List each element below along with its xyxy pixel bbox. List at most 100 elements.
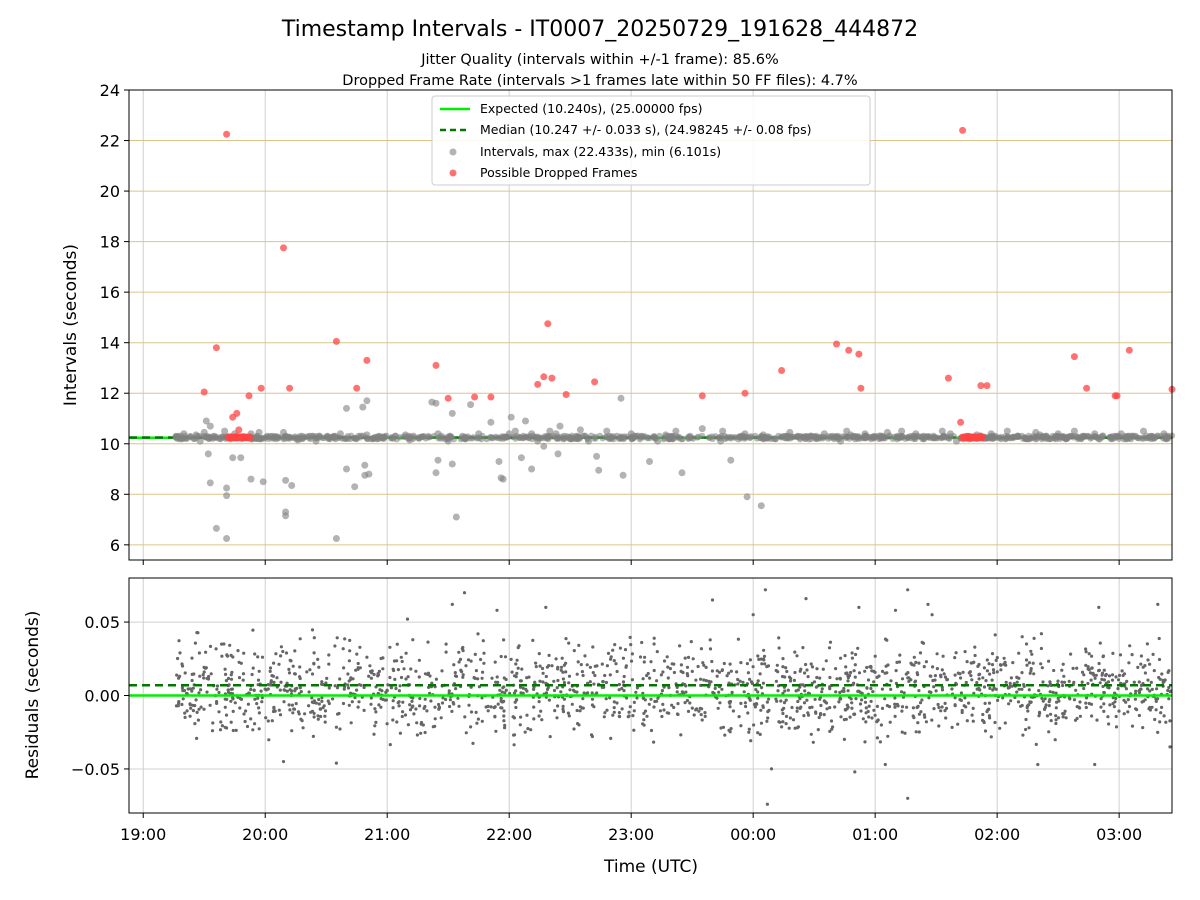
residual-point: [1108, 703, 1112, 707]
residual-point: [299, 690, 303, 694]
residual-point: [1046, 684, 1050, 688]
residual-point: [914, 660, 918, 665]
residual-point: [1027, 726, 1031, 730]
residual-point: [310, 628, 315, 632]
residual-point: [1133, 697, 1137, 701]
residual-point: [906, 796, 910, 800]
residual-point: [632, 728, 636, 732]
residual-point: [1139, 683, 1144, 688]
residual-point: [195, 736, 199, 741]
residual-point: [988, 716, 992, 720]
residual-point: [989, 735, 993, 739]
residual-point: [282, 688, 286, 692]
residual-point: [298, 676, 302, 681]
residual-point: [931, 665, 935, 669]
residual-point: [805, 698, 809, 702]
residual-point: [795, 654, 799, 658]
residual-point: [493, 705, 497, 709]
interval-point: [253, 435, 260, 442]
residual-point: [686, 674, 690, 678]
residual-point: [1110, 678, 1115, 682]
residual-point: [849, 697, 853, 701]
residual-point: [873, 713, 877, 717]
interval-point: [355, 432, 363, 440]
residual-point: [197, 691, 201, 695]
residual-point: [1118, 653, 1123, 657]
residual-point: [852, 669, 856, 673]
residual-point: [1139, 654, 1143, 658]
residual-point: [987, 707, 991, 711]
interval-point: [1079, 432, 1086, 440]
residual-point: [1061, 715, 1065, 719]
residual-point: [346, 686, 351, 690]
interval-point: [343, 404, 350, 412]
residual-point: [231, 709, 235, 714]
interval-point: [458, 432, 466, 440]
residual-point: [270, 719, 274, 723]
residual-point: [1140, 700, 1144, 704]
residual-point: [1084, 705, 1088, 710]
residual-point: [883, 637, 888, 641]
residual-point: [209, 672, 213, 676]
residual-point: [889, 679, 893, 683]
interval-point: [912, 430, 920, 438]
residual-point: [762, 648, 766, 652]
residual-point: [333, 684, 337, 688]
residual-point: [761, 681, 766, 685]
residual-point: [736, 677, 740, 682]
residual-point: [205, 676, 209, 681]
residual-point: [1064, 716, 1068, 720]
residual-point: [1143, 671, 1147, 675]
residual-point: [198, 674, 202, 678]
dropped-frame-point: [540, 373, 548, 381]
interval-point: [719, 427, 727, 435]
residual-point: [271, 674, 275, 678]
residual-point: [1157, 675, 1161, 680]
dropped-frame-point: [1125, 346, 1133, 354]
residual-point: [314, 701, 318, 705]
interval-point: [1164, 432, 1172, 440]
interval-point: [746, 434, 753, 441]
residual-point: [226, 688, 230, 692]
interval-point: [351, 483, 359, 491]
residual-point: [538, 679, 542, 683]
residual-point: [1102, 702, 1106, 706]
residual-point: [267, 738, 271, 742]
residual-point: [391, 706, 395, 710]
residual-point: [883, 762, 887, 767]
residual-point: [178, 674, 182, 679]
residual-point: [618, 646, 623, 650]
residual-point: [941, 654, 945, 658]
interval-point: [741, 430, 749, 438]
intervals-x-ticks: [142, 560, 1120, 565]
residual-point: [180, 662, 184, 666]
residual-point: [223, 697, 227, 701]
residual-point: [854, 697, 858, 701]
residual-point: [447, 691, 451, 695]
residual-point: [906, 671, 910, 675]
residual-point: [803, 689, 807, 693]
residual-point: [963, 650, 967, 654]
residual-point: [1117, 673, 1122, 678]
residual-point: [537, 714, 541, 718]
residual-point: [1101, 684, 1105, 689]
interval-point: [495, 458, 503, 465]
residual-point: [612, 700, 616, 704]
interval-point: [554, 450, 562, 458]
residual-point: [175, 673, 179, 677]
residual-point: [763, 588, 768, 592]
residual-point: [973, 653, 977, 658]
residual-point: [692, 713, 696, 717]
residual-point: [386, 683, 390, 687]
residual-point: [985, 669, 990, 673]
residual-point: [963, 696, 967, 700]
residual-point: [264, 716, 268, 720]
residual-point: [1041, 699, 1045, 703]
residual-point: [341, 701, 346, 706]
residual-point: [437, 702, 441, 707]
residual-point: [281, 649, 285, 654]
interval-point: [759, 431, 767, 439]
residual-point: [343, 637, 347, 641]
residual-point: [223, 725, 227, 730]
interval-point: [556, 422, 564, 430]
